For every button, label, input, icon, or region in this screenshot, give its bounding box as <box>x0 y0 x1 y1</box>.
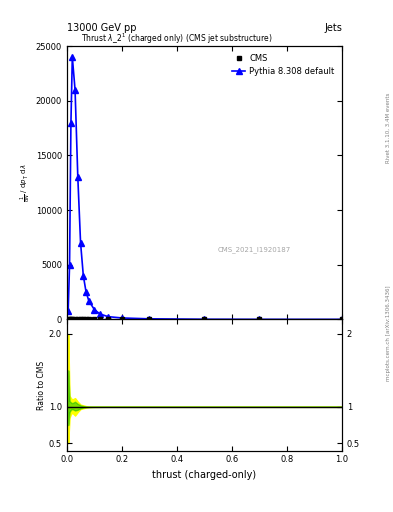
Pythia 8.308 default <box>67 262 72 268</box>
CMS <box>257 316 262 323</box>
Pythia 8.308 default <box>92 307 97 313</box>
Pythia 8.308 default <box>202 316 207 323</box>
CMS <box>147 316 152 323</box>
CMS <box>66 316 71 323</box>
CMS <box>75 316 80 323</box>
Text: Thrust $\lambda$_2$^1$ (charged only) (CMS jet substructure): Thrust $\lambda$_2$^1$ (charged only) (C… <box>81 32 272 46</box>
CMS <box>202 316 207 323</box>
Pythia 8.308 default <box>66 308 71 314</box>
CMS <box>97 316 102 323</box>
Pythia 8.308 default <box>81 272 86 279</box>
Y-axis label: $\frac{1}{\mathrm{d}N}$ / $\mathrm{d}p_\mathrm{T}$ $\mathrm{d}\lambda$: $\frac{1}{\mathrm{d}N}$ / $\mathrm{d}p_\… <box>19 163 33 202</box>
CMS <box>106 316 110 323</box>
Pythia 8.308 default <box>84 289 88 295</box>
Pythia 8.308 default <box>86 297 91 304</box>
Pythia 8.308 default <box>73 87 77 93</box>
CMS <box>78 316 83 323</box>
X-axis label: thrust (charged-only): thrust (charged-only) <box>152 470 256 480</box>
Pythia 8.308 default <box>119 315 124 321</box>
Text: CMS_2021_I1920187: CMS_2021_I1920187 <box>218 246 291 253</box>
Pythia 8.308 default <box>340 316 344 323</box>
Pythia 8.308 default <box>68 119 73 125</box>
Pythia 8.308 default <box>106 313 110 319</box>
CMS <box>86 316 91 323</box>
CMS <box>70 316 75 323</box>
Line: Pythia 8.308 default: Pythia 8.308 default <box>65 54 345 322</box>
Line: CMS: CMS <box>66 317 344 322</box>
Pythia 8.308 default <box>147 316 152 322</box>
Text: Rivet 3.1.10, 3.4M events: Rivet 3.1.10, 3.4M events <box>386 93 391 163</box>
Pythia 8.308 default <box>70 54 75 60</box>
CMS <box>73 316 77 323</box>
CMS <box>92 316 97 323</box>
CMS <box>340 316 344 323</box>
Legend: CMS, Pythia 8.308 default: CMS, Pythia 8.308 default <box>229 50 338 79</box>
CMS <box>84 316 88 323</box>
Pythia 8.308 default <box>257 316 262 323</box>
Pythia 8.308 default <box>97 311 102 317</box>
Pythia 8.308 default <box>75 174 80 180</box>
CMS <box>68 316 73 323</box>
Text: Jets: Jets <box>324 23 342 33</box>
CMS <box>81 316 86 323</box>
CMS <box>119 316 124 323</box>
Text: 13000 GeV pp: 13000 GeV pp <box>67 23 136 33</box>
CMS <box>67 316 72 323</box>
Y-axis label: Ratio to CMS: Ratio to CMS <box>37 360 46 410</box>
Pythia 8.308 default <box>78 240 83 246</box>
Text: mcplots.cern.ch [arXiv:1306.3436]: mcplots.cern.ch [arXiv:1306.3436] <box>386 285 391 380</box>
